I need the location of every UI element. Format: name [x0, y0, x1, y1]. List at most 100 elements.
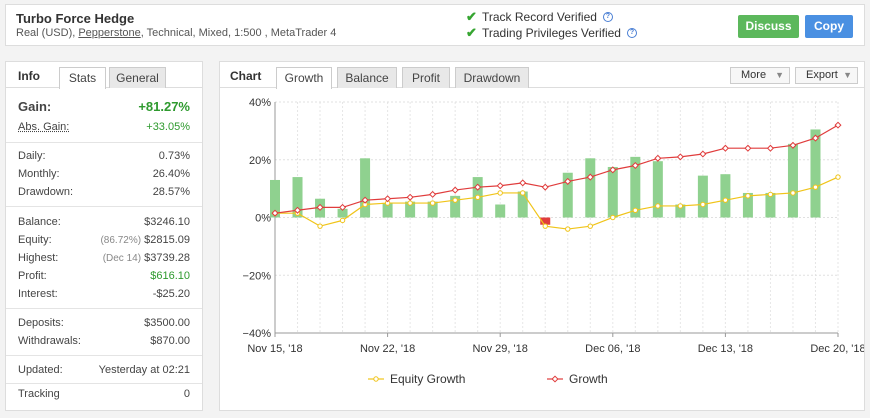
y-tick-label: 40%	[249, 97, 271, 109]
tracking-value: 0	[183, 388, 190, 400]
growth-bar	[405, 201, 416, 218]
growth-bar	[787, 143, 798, 218]
abs-gain-value: +33.05%	[146, 121, 190, 133]
y-tick-label: −40%	[243, 328, 272, 340]
highest-date: (Dec 14)	[102, 253, 142, 264]
series-point	[767, 191, 774, 198]
equity-value-group: (86.72%) $2815.09	[100, 234, 190, 250]
interest-row: Interest: -$25.20	[18, 288, 190, 304]
system-header: Turbo Force Hedge Real (USD), Pepperston…	[5, 4, 865, 46]
series-point	[564, 177, 572, 185]
series-point	[361, 196, 369, 204]
series-point	[496, 182, 504, 190]
copy-button[interactable]: Copy	[805, 15, 853, 38]
check-icon: ✔	[466, 9, 477, 24]
trading-privileges-verified: ✔ Trading Privileges Verified ?	[466, 25, 637, 41]
growth-bar	[540, 217, 551, 225]
updated-label: Updated:	[18, 364, 63, 376]
chart-tabs: Chart Growth Balance Profit Drawdown Mor…	[220, 62, 864, 89]
series-point	[565, 226, 571, 232]
updated-value: Yesterday at 02:21	[98, 364, 190, 376]
series-point	[632, 207, 639, 213]
tab-balance[interactable]: Balance	[337, 67, 397, 88]
growth-bar	[382, 203, 393, 218]
series-point	[700, 201, 706, 208]
growth-chart: 40% 20% 0% −20% −40% Nov 15, '18 Nov 22, '18 No…	[243, 97, 864, 386]
series-point	[655, 203, 661, 209]
tab-drawdown[interactable]: Drawdown	[455, 67, 529, 88]
gain-row: Gain: +81.27%	[18, 99, 190, 115]
monthly-value: 26.40%	[152, 168, 190, 180]
series-point	[452, 197, 458, 203]
export-label: Export	[806, 69, 838, 81]
tab-stats[interactable]: Stats	[59, 67, 106, 89]
growth-bar	[270, 179, 280, 218]
withdrawals-label: Withdrawals:	[18, 335, 81, 347]
balance-value: $3246.10	[144, 216, 190, 228]
growth-bar	[585, 158, 596, 218]
daily-label: Daily:	[18, 150, 46, 162]
series-point	[699, 150, 707, 158]
growth-bar	[450, 195, 461, 218]
series-point	[474, 183, 482, 191]
tab-general[interactable]: General	[109, 67, 166, 88]
help-icon[interactable]: ?	[626, 28, 637, 38]
series-point	[587, 223, 593, 229]
series-point	[339, 203, 347, 211]
divider	[6, 308, 202, 309]
subtitle-prefix: Real (USD),	[16, 27, 79, 39]
updated-row: Updated: Yesterday at 02:21	[18, 364, 190, 380]
growth-bar	[562, 172, 573, 218]
withdrawals-row: Withdrawals: $870.00	[18, 335, 190, 351]
x-tick-label: Nov 15, '18	[247, 343, 302, 355]
interest-label: Interest:	[18, 288, 58, 300]
x-tick-label: Dec 06, '18	[585, 343, 640, 355]
series-point	[406, 193, 414, 201]
series-point	[451, 186, 459, 194]
deposits-value: $3500.00	[144, 317, 190, 329]
growth-bar	[360, 158, 371, 218]
series-point	[541, 183, 549, 191]
deposits-label: Deposits:	[18, 317, 64, 329]
series-point	[676, 153, 684, 161]
series-point	[293, 206, 302, 214]
broker-link[interactable]: Pepperstone	[78, 27, 141, 39]
series-point	[384, 195, 392, 203]
series-point	[835, 174, 841, 180]
growth-bar	[427, 201, 438, 218]
growth-bar	[495, 204, 506, 218]
growth-bar	[292, 177, 303, 218]
growth-bar	[652, 161, 663, 218]
series-point	[631, 161, 639, 170]
divider	[6, 206, 202, 207]
more-dropdown[interactable]: More ▼	[730, 67, 790, 84]
legend-swatch-marker	[551, 375, 559, 383]
subtitle-suffix: , Technical, Mixed, 1:500 , MetaTrader 4	[140, 27, 337, 39]
series-point	[429, 190, 437, 198]
deposits-row: Deposits: $3500.00	[18, 317, 190, 333]
tab-growth[interactable]: Growth	[276, 67, 332, 89]
series-point	[834, 121, 842, 129]
abs-gain-label: Abs. Gain:	[18, 121, 70, 133]
drawdown-value: 28.57%	[152, 186, 190, 198]
help-icon[interactable]: ?	[602, 12, 613, 22]
series-point	[586, 173, 594, 181]
highest-value: $3739.28	[144, 252, 190, 264]
growth-bar	[517, 191, 528, 218]
equity-pct: (86.72%)	[100, 235, 142, 246]
daily-value: 0.73%	[158, 150, 190, 162]
growth-bar	[607, 166, 618, 218]
tab-profit[interactable]: Profit	[402, 67, 450, 88]
system-title: Turbo Force Hedge	[16, 11, 135, 26]
highest-value-group: (Dec 14) $3739.28	[103, 252, 190, 268]
series-point	[519, 179, 527, 187]
legend-swatch-marker	[373, 376, 379, 382]
series-point	[766, 144, 774, 152]
daily-row: Daily: 0.73%	[18, 150, 190, 166]
export-dropdown[interactable]: Export ▼	[795, 67, 858, 84]
profit-value: $616.10	[150, 270, 190, 282]
series-point	[790, 190, 796, 196]
discuss-button[interactable]: Discuss	[738, 15, 799, 38]
series-point	[721, 144, 729, 152]
series-line	[275, 176, 839, 230]
